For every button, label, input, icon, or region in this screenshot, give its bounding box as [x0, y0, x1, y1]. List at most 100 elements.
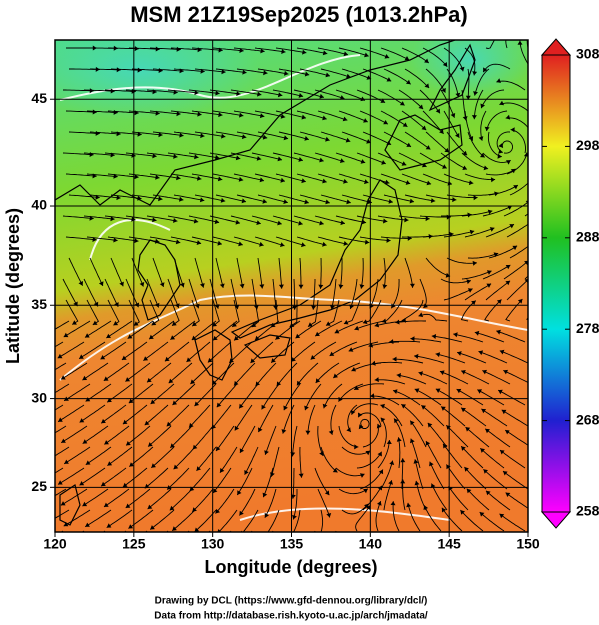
arrowhead — [345, 137, 351, 143]
streamline — [104, 278, 119, 308]
streamline — [212, 236, 243, 246]
arrowhead — [318, 284, 324, 289]
streamline — [131, 68, 163, 72]
streamline — [404, 68, 430, 89]
streamline — [440, 278, 472, 284]
streamline — [236, 467, 253, 496]
arrowhead — [326, 513, 332, 518]
streamline — [440, 406, 466, 427]
streamline — [488, 245, 518, 259]
streamline — [414, 388, 442, 406]
streamline — [83, 215, 115, 220]
streamline — [254, 47, 286, 53]
arrowhead — [149, 334, 154, 340]
streamline — [190, 362, 214, 385]
streamline — [393, 418, 406, 448]
arrowhead — [143, 356, 149, 361]
streamline — [389, 340, 421, 343]
arrowhead — [517, 299, 523, 304]
arrowhead — [365, 450, 371, 456]
streamline — [55, 425, 67, 434]
arrowhead — [421, 125, 427, 131]
streamline — [192, 425, 214, 450]
arrowhead — [418, 312, 424, 318]
arrowhead — [453, 332, 458, 338]
arrowhead — [486, 270, 492, 275]
streamline — [164, 341, 190, 362]
arrowhead — [128, 524, 134, 529]
streamline — [110, 194, 142, 200]
arrowhead — [176, 175, 181, 181]
arrowhead — [215, 508, 220, 514]
arrowhead — [319, 157, 324, 163]
arrowhead — [395, 319, 400, 325]
streamline — [191, 320, 217, 341]
streamline — [307, 404, 316, 435]
streamline — [264, 425, 277, 455]
streamline — [191, 488, 214, 513]
streamline — [341, 446, 371, 455]
arrowhead — [164, 356, 170, 362]
arrowhead — [487, 209, 493, 215]
streamline — [218, 509, 238, 532]
arrowhead — [402, 122, 408, 127]
streamline — [499, 350, 528, 364]
arrowhead — [193, 218, 199, 224]
streamline — [360, 257, 364, 289]
arrowhead — [298, 473, 304, 478]
streamline — [150, 383, 175, 405]
arrowhead — [343, 51, 348, 57]
arrowhead — [380, 417, 386, 423]
streamline — [317, 425, 324, 457]
streamline — [392, 501, 400, 532]
streamline — [317, 236, 349, 245]
arrowhead — [472, 260, 477, 266]
streamline — [239, 488, 256, 516]
arrowhead — [435, 388, 441, 393]
streamline — [236, 131, 268, 139]
arrowhead — [234, 425, 240, 431]
streamline — [464, 283, 492, 301]
streamline — [125, 362, 151, 382]
arrowhead — [425, 145, 431, 150]
streamline — [414, 355, 445, 364]
arrowhead — [239, 510, 244, 516]
cool-area — [410, 40, 528, 100]
streamline — [215, 488, 235, 514]
arrowhead — [261, 404, 266, 410]
streamline — [292, 425, 298, 457]
arrowhead — [359, 473, 365, 478]
streamline — [296, 173, 327, 183]
streamline — [55, 446, 70, 457]
arrowhead — [478, 136, 484, 141]
streamline — [149, 110, 181, 115]
arrowhead — [281, 429, 287, 434]
streamline — [362, 131, 392, 146]
streamline — [79, 404, 106, 423]
arrowhead — [191, 335, 197, 340]
arrowhead — [262, 134, 268, 140]
streamline — [401, 47, 430, 64]
streamline — [431, 483, 448, 511]
arrowhead — [480, 448, 485, 453]
arrowhead — [358, 412, 363, 418]
streamline — [392, 390, 421, 406]
streamline — [338, 110, 368, 123]
streamline — [233, 236, 264, 246]
streamline — [446, 131, 468, 156]
streamline — [83, 89, 115, 92]
streamline — [148, 320, 175, 340]
streamline — [464, 466, 487, 490]
streamline — [422, 47, 448, 67]
arrowhead — [472, 71, 478, 76]
arrowhead — [298, 220, 303, 226]
streamline — [401, 458, 404, 489]
arrowhead — [500, 450, 505, 455]
streamline — [354, 320, 385, 331]
arrowhead — [483, 67, 488, 73]
arrowhead — [106, 333, 111, 338]
streamline — [271, 530, 274, 532]
streamline — [65, 299, 79, 325]
arrowhead — [238, 241, 243, 247]
streamline — [270, 446, 280, 477]
